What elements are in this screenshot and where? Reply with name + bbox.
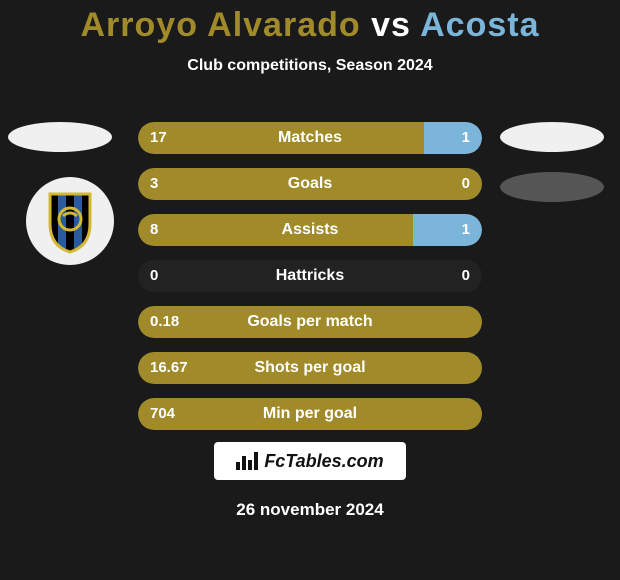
stat-row: Shots per goal16.67 xyxy=(138,352,482,384)
stat-label: Goals xyxy=(138,168,482,200)
stat-row: Hattricks0 0 xyxy=(138,260,482,292)
stat-row: Matches17 1 xyxy=(138,122,482,154)
page-title: Arroyo Alvarado vs Acosta xyxy=(0,0,620,45)
stat-value-left: 17 xyxy=(150,122,167,154)
chart-icon xyxy=(236,452,258,470)
subtitle: Club competitions, Season 2024 xyxy=(0,57,620,75)
player1-club-badge xyxy=(25,176,115,266)
player1-name: Arroyo Alvarado xyxy=(81,6,361,44)
stats-table: Matches171Goals30Assists81Hattricks00Goa… xyxy=(138,122,482,444)
brand-text: FcTables.com xyxy=(264,451,383,472)
stat-row: Goals per match0.18 xyxy=(138,306,482,338)
stat-value-left: 704 xyxy=(150,398,175,430)
player2-avatar xyxy=(500,122,604,152)
stat-row: Min per goal704 xyxy=(138,398,482,430)
player1-avatar xyxy=(8,122,112,152)
stat-label: Matches xyxy=(138,122,482,154)
date-text: 26 november 2024 xyxy=(0,500,620,520)
stat-label: Shots per goal xyxy=(138,352,482,384)
stat-value-right: 0 xyxy=(462,260,470,292)
stat-value-left: 8 xyxy=(150,214,158,246)
vs-text: vs xyxy=(361,6,420,44)
stat-value-right: 0 xyxy=(462,168,470,200)
stat-value-left: 16.67 xyxy=(150,352,188,384)
player2-name: Acosta xyxy=(420,6,539,44)
stat-value-left: 0.18 xyxy=(150,306,179,338)
stat-value-right: 1 xyxy=(462,214,470,246)
stat-row: Assists8 1 xyxy=(138,214,482,246)
stat-row: Goals3 0 xyxy=(138,168,482,200)
player2-club-badge xyxy=(500,172,604,202)
stat-value-left: 0 xyxy=(150,260,158,292)
stat-value-left: 3 xyxy=(150,168,158,200)
stat-value-right: 1 xyxy=(462,122,470,154)
stat-label: Min per goal xyxy=(138,398,482,430)
stat-label: Assists xyxy=(138,214,482,246)
brand-logo[interactable]: FcTables.com xyxy=(214,442,406,480)
stat-label: Hattricks xyxy=(138,260,482,292)
stat-label: Goals per match xyxy=(138,306,482,338)
